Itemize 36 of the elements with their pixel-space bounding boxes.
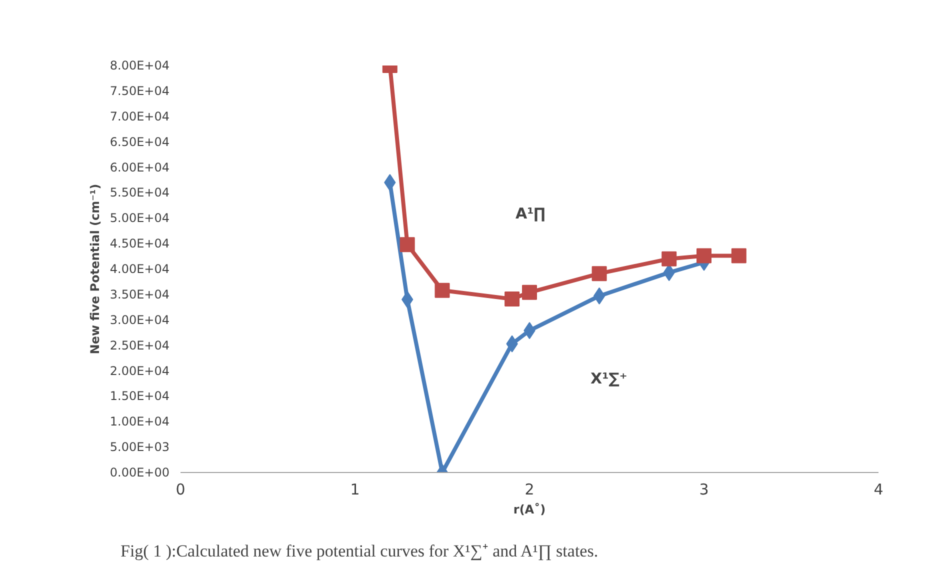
y-tick-label: 1.00E+04 xyxy=(110,414,170,429)
x-tick-label: 1 xyxy=(350,480,360,498)
point xyxy=(522,284,537,300)
x-tick-label: 4 xyxy=(874,480,884,498)
y-axis-title: New five Potential (cm⁻¹) xyxy=(88,184,102,354)
y-tick-label: 2.50E+04 xyxy=(110,338,170,352)
y-tick-label: 6.00E+04 xyxy=(110,160,170,174)
annotation: X¹∑⁺ xyxy=(590,370,628,388)
y-tick-label: 5.00E+03 xyxy=(110,440,170,454)
point xyxy=(400,237,415,252)
point xyxy=(731,248,746,264)
x-tick-label: 0 xyxy=(176,480,186,498)
y-tick-label: 1.50E+04 xyxy=(110,389,170,404)
text: Fig( 1 ):Calculated new five potential curves for X¹∑⁺ and A¹∏ states. xyxy=(120,542,598,560)
x-axis-title: r(A˚) xyxy=(513,502,546,516)
y-tick-label: 7.00E+04 xyxy=(110,109,170,124)
x-tick-label: 2 xyxy=(524,480,534,498)
point xyxy=(434,282,450,298)
annotation: A¹∏ xyxy=(516,204,546,222)
point xyxy=(593,287,606,304)
y-tick-label: 6.50E+04 xyxy=(110,134,170,149)
x-tick-label: 3 xyxy=(699,480,709,498)
y-tick-label: 2.00E+04 xyxy=(110,364,170,378)
y-tick-label: 4.50E+04 xyxy=(110,236,170,251)
y-tick-label: 0.00E+00 xyxy=(110,466,170,480)
y-tick-label: 5.00E+04 xyxy=(110,211,170,226)
point xyxy=(504,292,520,307)
y-tick-label: 8.00E+04 xyxy=(110,58,170,72)
point xyxy=(592,266,607,282)
y-tick-label: 3.50E+04 xyxy=(110,287,170,302)
point xyxy=(662,251,677,266)
y-tick-label: 3.00E+04 xyxy=(110,312,170,327)
point xyxy=(696,248,712,264)
y-tick-label: 5.50E+04 xyxy=(110,186,170,200)
y-tick-label: 4.00E+04 xyxy=(110,262,170,276)
y-tick-label: 7.50E+04 xyxy=(110,84,170,98)
